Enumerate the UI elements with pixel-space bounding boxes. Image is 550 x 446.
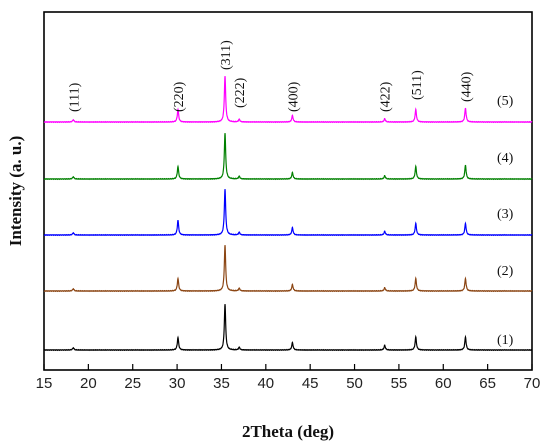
peak-label: (311) <box>219 40 234 70</box>
plot-frame <box>43 11 533 371</box>
series-line <box>43 304 533 352</box>
series-label: (2) <box>497 264 514 279</box>
x-tick-label: 30 <box>169 375 186 392</box>
series-line <box>43 189 533 237</box>
x-tick-label: 35 <box>213 375 230 392</box>
peak-label: (222) <box>233 77 248 108</box>
series-label: (1) <box>497 333 514 348</box>
x-tick-label: 60 <box>435 375 452 392</box>
peak-labels: (111) (220) (311) (222) (400) (422) (511) (440) <box>67 40 474 112</box>
x-tick-label: 20 <box>80 375 97 392</box>
x-tick-label: 25 <box>124 375 141 392</box>
series-labels: (5) (4) (3) (2) (1) <box>497 94 514 348</box>
series-label: (5) <box>497 94 514 109</box>
peak-label: (422) <box>379 81 394 112</box>
series-line <box>43 133 533 181</box>
x-tick-label: 65 <box>479 375 496 392</box>
x-tick-label: 40 <box>257 375 274 392</box>
peak-label: (400) <box>286 81 301 112</box>
x-ticks: 15 20 25 30 35 40 45 50 55 60 65 70 <box>36 364 541 392</box>
x-tick-label: 50 <box>346 375 363 392</box>
x-axis-title: 2Theta (deg) <box>242 422 334 441</box>
peak-label: (511) <box>410 70 425 100</box>
x-tick-label: 15 <box>36 375 53 392</box>
y-axis-title: Intensity (a. u.) <box>6 136 25 247</box>
x-tick-label: 70 <box>524 375 541 392</box>
x-tick-label: 45 <box>302 375 319 392</box>
series-line <box>43 245 533 293</box>
peak-label: (220) <box>172 81 187 112</box>
peak-label: (111) <box>67 82 82 112</box>
traces <box>43 76 533 352</box>
x-tick-label: 55 <box>391 375 408 392</box>
series-label: (3) <box>497 207 514 222</box>
peak-label: (440) <box>459 71 474 102</box>
series-line <box>43 76 533 124</box>
series-label: (4) <box>497 151 514 166</box>
